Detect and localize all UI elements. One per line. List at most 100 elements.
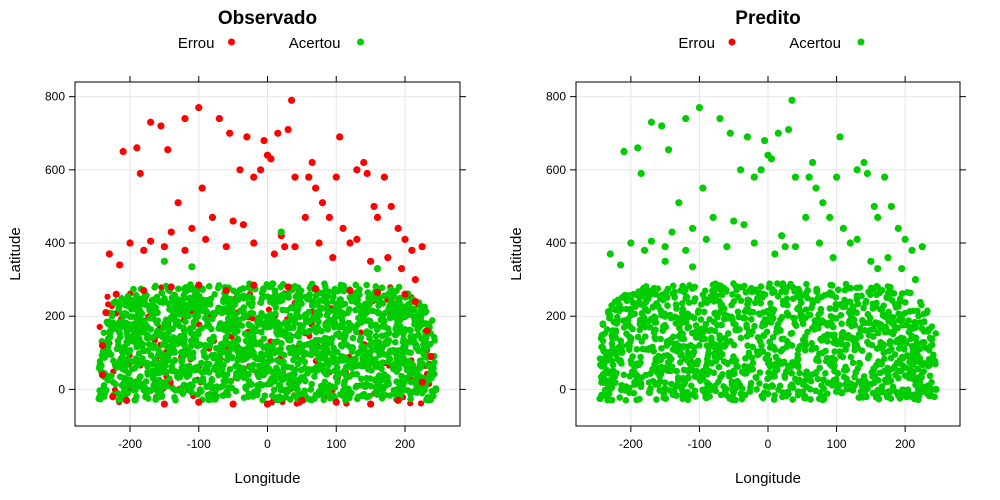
data-point-errou — [418, 243, 426, 251]
data-point-errou — [373, 288, 382, 297]
data-point-acertou — [695, 104, 704, 112]
legend-marker-errou — [728, 38, 736, 46]
data-point-errou — [411, 276, 419, 284]
data-point-acertou — [160, 257, 168, 265]
data-point-acertou — [812, 184, 820, 192]
legend-label-acertou: Acertou — [289, 35, 341, 52]
x-tick-label: 0 — [264, 437, 271, 451]
data-point-errou — [394, 396, 402, 404]
data-point-errou — [353, 166, 361, 174]
data-point-errou — [308, 158, 316, 167]
data-point-acertou — [791, 243, 800, 251]
data-point-acertou — [784, 125, 793, 134]
data-point-acertou — [867, 257, 875, 265]
data-point-acertou — [911, 276, 920, 284]
x-tick-label: 0 — [765, 437, 772, 451]
data-point-errou — [147, 118, 155, 126]
y-tick-label: 0 — [559, 382, 566, 396]
data-point-errou — [291, 173, 299, 181]
data-point-acertou — [668, 228, 676, 236]
data-point-acertou — [887, 202, 896, 211]
data-point-acertou — [658, 122, 666, 130]
data-point-errou — [105, 250, 113, 258]
data-point-acertou — [750, 173, 758, 181]
data-point-acertou — [829, 254, 837, 262]
x-tick-label: 200 — [395, 437, 415, 451]
data-point-errou — [336, 133, 344, 141]
data-point-errou — [418, 378, 426, 386]
data-point-errou — [301, 213, 309, 222]
data-point-acertou — [726, 129, 734, 137]
data-point-errou — [332, 173, 340, 181]
data-point-errou — [202, 235, 210, 243]
data-point-errou — [257, 166, 265, 174]
data-point-errou — [270, 250, 278, 258]
y-axis-label: Latitude — [7, 227, 24, 280]
data-point-acertou — [750, 239, 758, 247]
data-point-errou — [401, 290, 409, 298]
data-point-errou — [116, 261, 124, 269]
data-point-acertou — [760, 136, 769, 145]
data-point-errou — [380, 173, 388, 181]
y-axis-label: Latitude — [508, 227, 525, 280]
y-tick-label: 400 — [546, 236, 566, 250]
data-point-errou — [363, 169, 371, 178]
data-point-acertou — [661, 243, 669, 251]
data-point-acertou — [932, 385, 940, 394]
data-point-acertou — [774, 129, 782, 137]
data-point-acertou — [709, 213, 717, 222]
data-point-errou — [263, 400, 272, 408]
data-point-errou — [267, 155, 275, 163]
data-point-acertou — [788, 96, 796, 104]
y-tick-label: 600 — [546, 163, 566, 177]
data-point-errou — [133, 144, 141, 152]
data-point-errou — [408, 246, 416, 254]
data-point-acertou — [846, 239, 854, 247]
data-point-acertou — [757, 166, 765, 174]
data-point-acertou — [860, 158, 868, 167]
data-point-errou — [312, 285, 320, 293]
data-point-acertou — [702, 235, 710, 243]
data-point-errou — [222, 286, 230, 295]
data-point-errou — [147, 237, 155, 245]
data-point-errou — [284, 283, 292, 291]
data-point-acertou — [736, 166, 745, 174]
data-point-acertou — [884, 254, 892, 262]
data-point-acertou — [637, 169, 645, 178]
data-point-errou — [167, 228, 175, 236]
data-point-acertou — [839, 224, 848, 232]
data-point-errou — [236, 166, 244, 174]
data-point-errou — [387, 202, 395, 211]
data-point-acertou — [819, 199, 827, 207]
data-point-acertou — [640, 246, 649, 254]
data-point-acertou — [647, 118, 656, 126]
data-point-errou — [346, 239, 354, 247]
legend-label-errou: Errou — [178, 35, 215, 52]
data-point-acertou — [606, 250, 614, 258]
data-point-errou — [157, 122, 165, 130]
data-point-errou — [332, 398, 340, 406]
data-point-acertou — [188, 263, 196, 271]
data-point-acertou — [688, 263, 697, 271]
data-point-errou — [208, 213, 217, 222]
data-point-errou — [195, 281, 203, 289]
x-tick-label: -200 — [118, 437, 142, 451]
x-tick-label: -100 — [187, 437, 211, 451]
data-point-acertou — [634, 144, 642, 152]
data-point-errou — [287, 96, 296, 104]
data-point-acertou — [908, 246, 916, 254]
data-point-errou — [167, 283, 175, 291]
data-point-errou — [367, 257, 375, 265]
data-point-acertou — [616, 261, 625, 269]
data-point-errou — [136, 169, 144, 178]
data-point-acertou — [815, 239, 824, 247]
data-point-errou — [243, 133, 251, 141]
data-point-acertou — [853, 235, 861, 243]
x-tick-label: 100 — [827, 437, 847, 451]
data-point-errou — [394, 224, 402, 232]
data-point-acertou — [832, 173, 841, 181]
data-point-errou — [401, 235, 409, 243]
data-point-errou — [140, 246, 148, 254]
data-point-acertou — [647, 237, 656, 245]
y-tick-label: 200 — [45, 309, 65, 323]
